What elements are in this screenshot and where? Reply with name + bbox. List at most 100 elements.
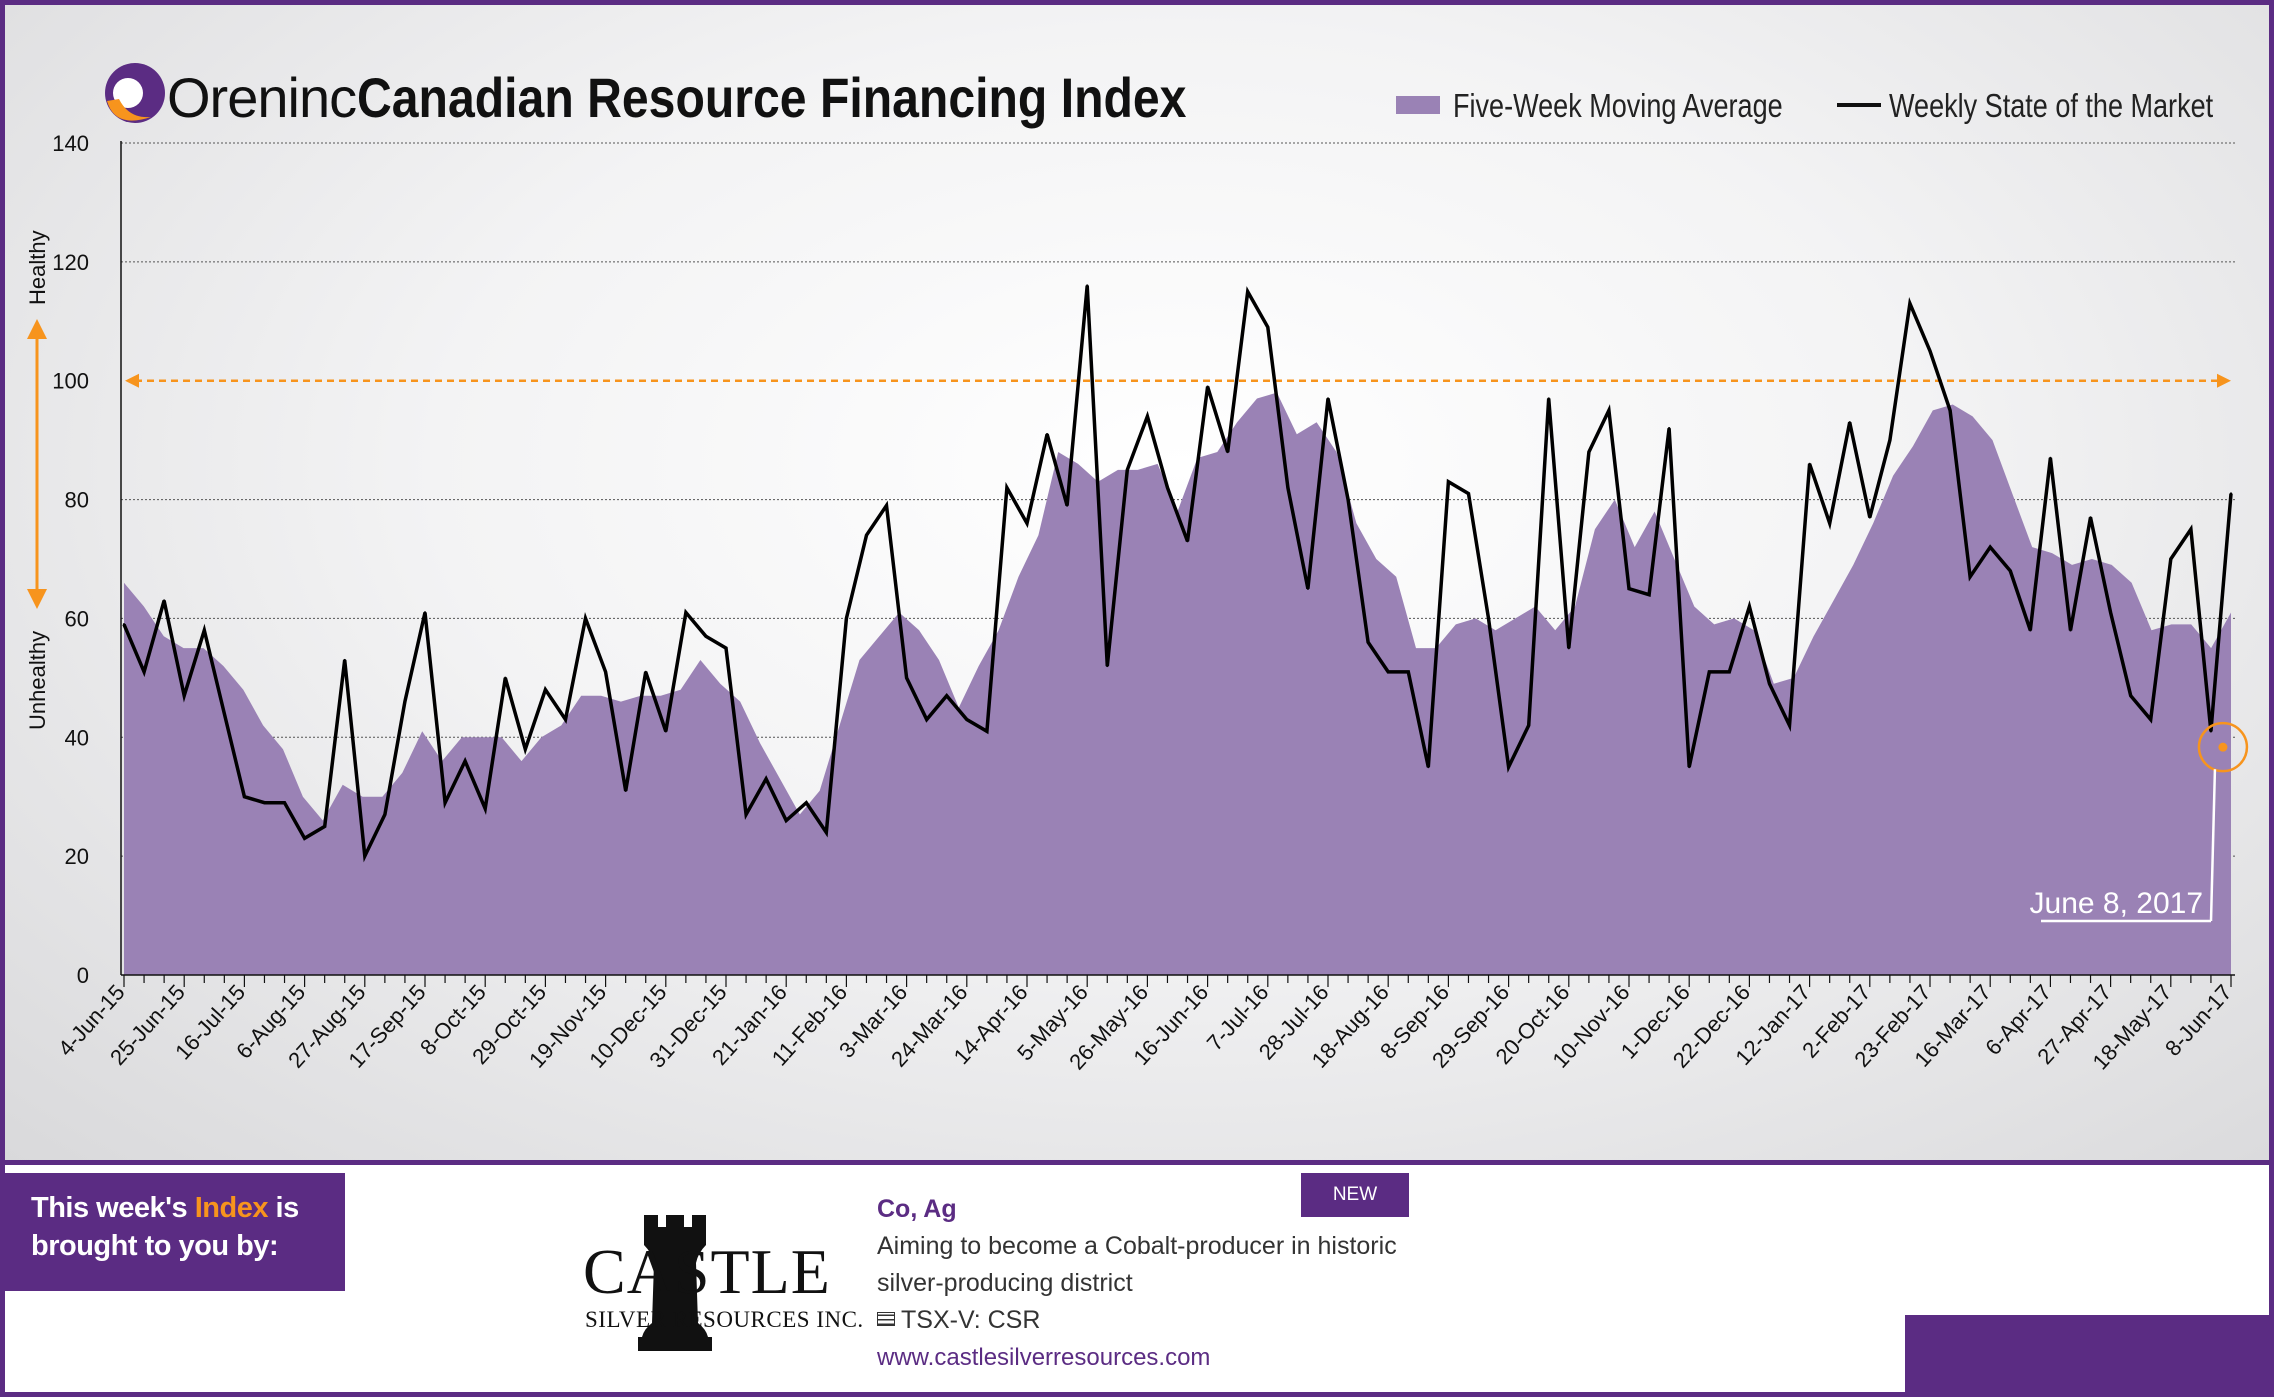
weekly-point [1065, 504, 1069, 507]
threshold-arrow-left-icon [125, 373, 139, 388]
weekly-point [2029, 629, 2032, 632]
weekly-point [1708, 670, 1711, 674]
weekly-point [1086, 284, 1089, 287]
weekly-point [1688, 765, 1691, 769]
weekly-point [1748, 605, 1751, 608]
weekly-point [363, 854, 366, 858]
weekly-point [664, 730, 667, 733]
weekly-point [524, 747, 527, 751]
weekly-point [403, 700, 407, 703]
weekly-point [323, 825, 326, 828]
weekly-point [1868, 516, 1872, 519]
weekly-point [1246, 290, 1249, 293]
sponsor-metals: Co, Ag [877, 1195, 957, 1223]
oreninc-logo-icon [105, 63, 165, 123]
weekly-point [1928, 349, 1932, 353]
weekly-point [1948, 409, 1952, 412]
weekly-point [2089, 516, 2092, 519]
weekly-point [1306, 587, 1310, 590]
legend-line-label: Weekly State of the Market [1889, 89, 2214, 125]
moving-average-area [124, 392, 2231, 976]
weekly-point [945, 694, 948, 697]
weekly-point [1768, 682, 1771, 685]
weekly-point [1427, 765, 1430, 769]
weekly-point [1387, 670, 1390, 674]
weekly-point [2189, 528, 2193, 531]
weekly-point [584, 617, 587, 620]
weekly-point [724, 646, 728, 650]
weekly-point [203, 629, 206, 632]
weekly-point [985, 730, 989, 733]
legend-area-swatch [1396, 96, 1440, 114]
weekly-point [183, 694, 186, 697]
weekly-point [785, 819, 788, 822]
annotation-dot [2218, 742, 2228, 752]
weekly-point [1848, 421, 1851, 424]
y-tick-label: 0 [77, 963, 89, 988]
y-tick-label: 20 [65, 844, 89, 869]
weekly-point [1968, 575, 1972, 579]
weekly-point [1728, 670, 1731, 674]
annotation-label: June 8, 2017 [2030, 887, 2203, 920]
annotation-circle [2197, 721, 2249, 773]
weekly-point [1467, 492, 1470, 495]
health-arrow-icon [27, 319, 47, 609]
y-tick-label: 60 [65, 606, 89, 631]
y-tick-label: 100 [52, 369, 89, 394]
weekly-point [1828, 522, 1831, 525]
weekly-point [383, 813, 387, 816]
weekly-point [1607, 409, 1611, 412]
y-tick-label: 140 [52, 131, 89, 156]
weekly-point [1527, 724, 1530, 727]
legend-area-label: Five-Week Moving Average [1453, 89, 1783, 125]
chart: Oreninc Canadian Resource Financing Inde… [25, 63, 2249, 1074]
weekly-point [1166, 486, 1169, 489]
weekly-point [1888, 438, 1892, 442]
y-tick-label: 40 [65, 725, 89, 750]
weekly-point [2009, 569, 2012, 573]
weekly-point [1547, 397, 1550, 400]
unhealthy-label: Unhealthy [25, 631, 50, 730]
new-badge: NEW [1301, 1173, 1409, 1217]
weekly-point [905, 676, 908, 680]
weekly-point [1507, 765, 1510, 769]
brought-text-2: is [267, 1192, 300, 1224]
weekly-point [423, 611, 427, 614]
weekly-point [624, 789, 627, 792]
weekly-point [1106, 664, 1109, 668]
weekly-point [142, 670, 146, 674]
weekly-point [1126, 468, 1129, 472]
weekly-point [865, 534, 868, 537]
brought-text-3: brought to you by: [31, 1230, 279, 1262]
weekly-point [845, 617, 848, 620]
weekly-point [463, 759, 467, 763]
annotation-leader [2209, 769, 2217, 922]
weekly-point [825, 831, 828, 834]
weekly-point [1447, 480, 1450, 483]
brought-to-you-box: This week's Index is brought to you by: [5, 1173, 345, 1291]
weekly-point [2229, 492, 2233, 495]
weekly-point [1266, 326, 1270, 329]
sponsor-url[interactable]: www.castlesilverresources.com [877, 1344, 1211, 1371]
weekly-point [223, 712, 226, 715]
weekly-point [1808, 462, 1811, 466]
weekly-point [2169, 557, 2172, 561]
sponsor-desc-2: silver-producing district [877, 1269, 1133, 1297]
weekly-point [1346, 498, 1350, 501]
weekly-point [263, 801, 266, 804]
weekly-point [1667, 427, 1671, 430]
sponsor-company-sub: SILVER RESOURCES INC. [585, 1307, 864, 1332]
sponsor-ticker-row: TSX-V: CSR [877, 1302, 1397, 1339]
weekly-point [1326, 397, 1330, 400]
weekly-point [544, 688, 547, 691]
weekly-point [2129, 694, 2132, 697]
weekly-point [2109, 611, 2112, 614]
weekly-point [303, 837, 306, 840]
brought-text-1: This week's [31, 1192, 195, 1224]
weekly-point [443, 801, 447, 804]
weekly-point [805, 801, 808, 804]
chart-title: Canadian Resource Financing Index [357, 68, 1186, 130]
weekly-point [1487, 617, 1490, 620]
sponsor-ticker: TSX-V: CSR [901, 1306, 1041, 1334]
